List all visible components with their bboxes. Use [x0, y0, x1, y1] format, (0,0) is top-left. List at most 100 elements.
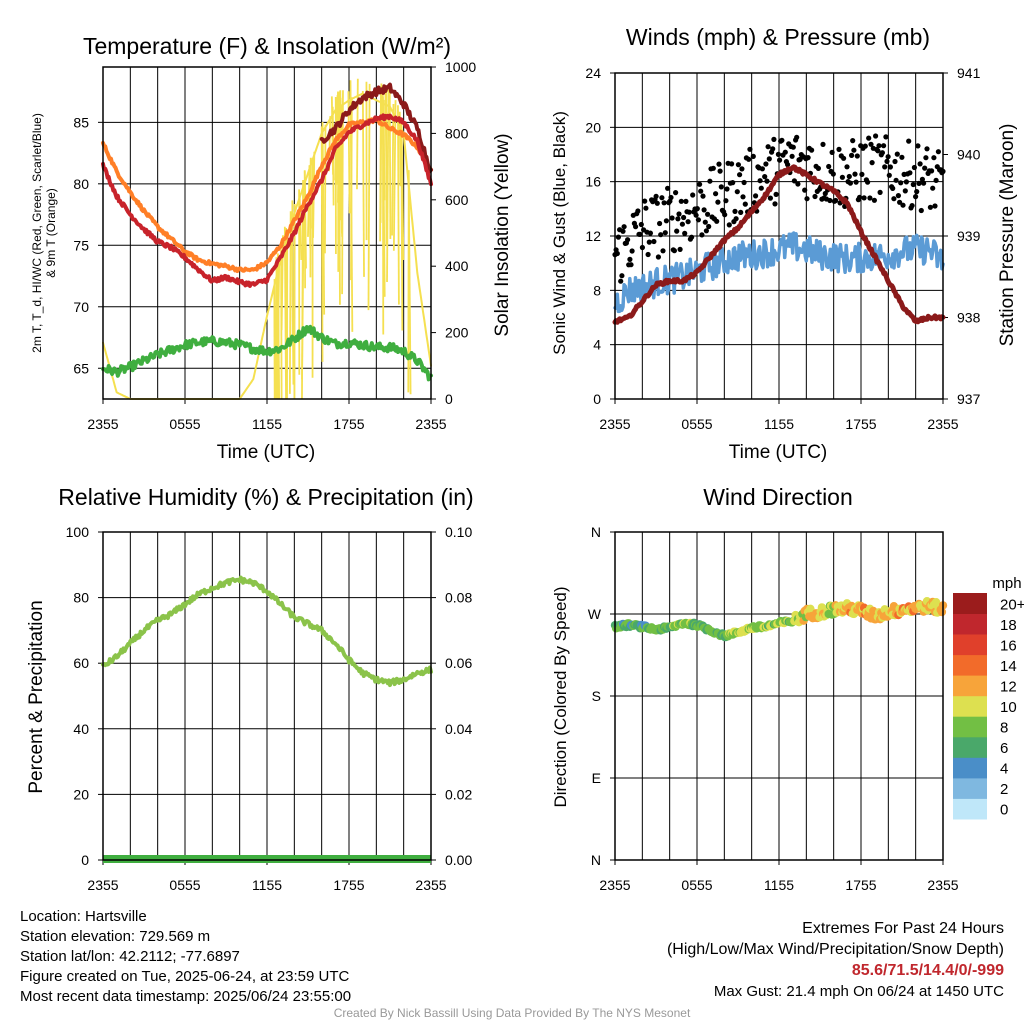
- gust-point: [627, 256, 633, 262]
- colorbar-label: 14: [1000, 658, 1017, 675]
- direction-point: [806, 604, 815, 613]
- gust-point: [881, 143, 887, 149]
- gust-point: [879, 150, 886, 156]
- gust-point: [789, 153, 795, 159]
- gust-point: [773, 191, 779, 197]
- gust-point: [875, 148, 881, 154]
- gust-point: [739, 166, 745, 172]
- most-recent-data: Most recent data timestamp: 2025/06/24 2…: [20, 988, 352, 1005]
- gust-point: [651, 238, 657, 245]
- gust-point: [899, 154, 905, 160]
- gust-point: [830, 171, 836, 177]
- gust-point: [638, 221, 644, 228]
- gust-point: [677, 246, 683, 252]
- wind-x-tick-label: 2355: [927, 416, 958, 432]
- gust-point: [917, 161, 923, 167]
- gust-point: [723, 198, 729, 204]
- rh-y2-tick-label: 0.02: [445, 786, 472, 802]
- gust-point: [885, 154, 891, 160]
- wind-chart-title: Winds (mph) & Pressure (mb): [626, 24, 930, 50]
- gust-point: [851, 147, 857, 153]
- insolation-spike: [338, 94, 341, 305]
- gust-point: [762, 174, 768, 180]
- temp-y-axis-label-line2: & 9m T (Orange): [44, 188, 58, 278]
- gust-point: [615, 234, 622, 240]
- gust-point: [701, 207, 707, 213]
- gust-point: [932, 203, 938, 209]
- temp-y2-tick-label: 800: [445, 125, 469, 141]
- temp-y2-tick-label: 600: [445, 192, 469, 208]
- colorbar-swatch: [953, 613, 987, 635]
- gust-point: [707, 178, 713, 184]
- gust-point: [871, 197, 878, 203]
- insolation-spike: [386, 89, 390, 282]
- gust-point: [935, 149, 942, 155]
- gust-point: [659, 195, 665, 201]
- humidity-series-line: [101, 575, 433, 688]
- colorbar-swatch: [953, 675, 987, 697]
- gust-point: [930, 185, 936, 191]
- gust-point: [779, 137, 785, 143]
- wind-y-tick-label: 24: [585, 65, 601, 81]
- dir-y-tick-label: E: [592, 770, 601, 786]
- gust-point: [668, 194, 674, 201]
- colorbar-swatch: [953, 593, 987, 614]
- gust-point: [891, 196, 897, 202]
- gust-point: [655, 254, 662, 260]
- gust-point: [907, 170, 913, 176]
- temp-x-tick-label: 0555: [169, 416, 200, 432]
- gust-point: [827, 197, 833, 204]
- gust-point: [681, 214, 687, 221]
- insolation-spike: [391, 103, 395, 236]
- gust-point: [790, 144, 796, 150]
- gust-point: [886, 172, 892, 178]
- rh-y-tick-label: 60: [73, 655, 89, 671]
- gust-point: [866, 135, 872, 141]
- gust-point: [741, 179, 747, 186]
- insolation-spike: [392, 100, 397, 251]
- gust-point: [836, 146, 842, 152]
- wind-y-tick-label: 12: [585, 228, 601, 244]
- gust-point: [645, 251, 651, 258]
- gust-point: [906, 138, 912, 144]
- gust-point: [785, 162, 791, 168]
- gust-point: [689, 234, 695, 240]
- gust-point: [738, 209, 744, 215]
- gust-point: [618, 278, 624, 284]
- rh-y2-tick-label: 0.04: [445, 721, 472, 737]
- rh-y-tick-label: 0: [81, 852, 89, 868]
- gust-point: [742, 201, 748, 207]
- gust-point: [931, 155, 937, 161]
- temp-y2-tick-label: 1000: [445, 59, 476, 75]
- gust-point: [643, 205, 649, 211]
- gust-point: [927, 204, 934, 210]
- colorbar-unit-label: mph: [992, 575, 1021, 592]
- gust-point: [897, 199, 903, 205]
- gust-point: [694, 206, 700, 212]
- gust-point: [833, 197, 839, 204]
- gust-point: [826, 163, 832, 170]
- max-gust: Max Gust: 21.4 mph On 06/24 at 1450 UTC: [713, 983, 1004, 1000]
- gust-point: [730, 180, 736, 186]
- wind-y-axis-label: Sonic Wind & Gust (Blue, Black): [550, 111, 569, 355]
- gust-point: [686, 209, 692, 215]
- extremes-values: 85.6/71.5/14.4/0/-999: [851, 962, 1004, 979]
- gust-point: [910, 181, 916, 188]
- station-info: Location: Hartsville Station elevation: …: [20, 907, 351, 1007]
- rh-y-tick-label: 80: [73, 590, 89, 606]
- gust-point: [890, 185, 896, 191]
- gust-point: [683, 198, 689, 204]
- gust-point: [669, 215, 675, 221]
- wind-y-tick-label: 0: [593, 391, 601, 407]
- temp-y-tick-label: 80: [73, 176, 89, 192]
- gust-point: [637, 231, 643, 237]
- temp-chart-title: Temperature (F) & Insolation (W/m²): [83, 33, 451, 59]
- dir-y-tick-label: W: [588, 606, 602, 622]
- insolation-spike: [275, 257, 279, 400]
- gust-point: [892, 158, 898, 165]
- dir-x-tick-label: 2355: [927, 877, 958, 893]
- gust-point: [915, 143, 921, 149]
- gust-point: [642, 198, 648, 204]
- gust-point: [914, 189, 920, 195]
- insolation-spike: [384, 91, 388, 176]
